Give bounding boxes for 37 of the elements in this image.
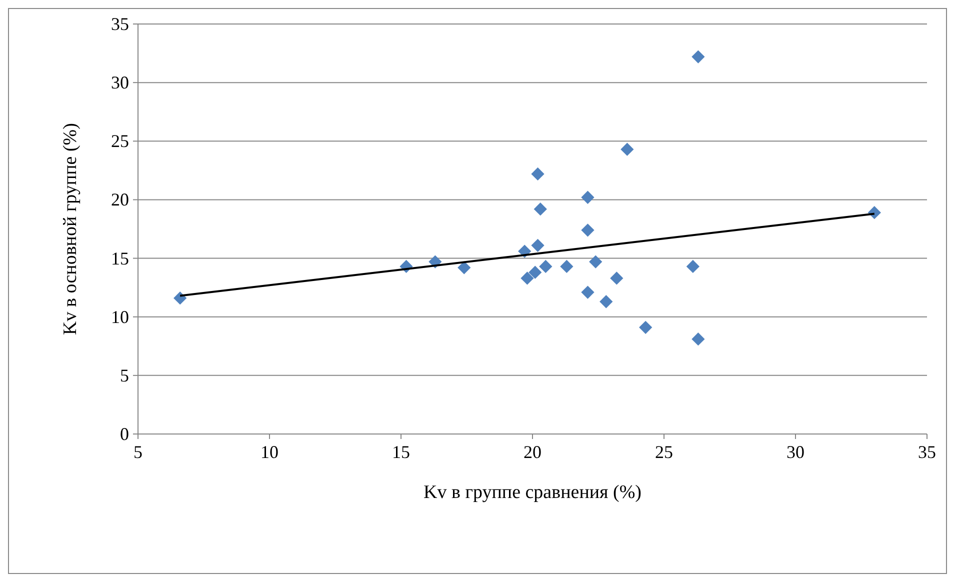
point (531, 167, 544, 181)
y-axis-title: Kv в основной группе (%) (60, 123, 81, 335)
point (520, 272, 534, 285)
y-tick-label: 5 (120, 365, 129, 386)
point (581, 190, 594, 204)
x-axis-title: Kv в группе сравнения (%) (424, 482, 642, 503)
point (458, 261, 471, 274)
point (692, 50, 705, 64)
x-tick-label: 25 (655, 442, 673, 462)
point (581, 286, 594, 299)
point (639, 320, 652, 334)
point (560, 260, 574, 274)
y-tick-label: 15 (111, 248, 129, 268)
point (589, 255, 602, 268)
y-tick-label: 0 (120, 424, 129, 444)
point (692, 332, 705, 346)
point (581, 224, 594, 237)
point (534, 202, 547, 216)
x-tick-label: 15 (392, 442, 410, 462)
point (528, 266, 542, 279)
x-tick-label: 10 (260, 442, 278, 462)
point (531, 238, 544, 252)
y-tick-label: 20 (111, 190, 129, 210)
y-tick-label: 30 (111, 72, 129, 93)
point (174, 292, 187, 305)
point (610, 272, 624, 285)
y-tick-label: 25 (111, 131, 129, 152)
x-tick-label: 35 (918, 442, 936, 462)
y-tick-label: 10 (111, 306, 129, 327)
point (600, 295, 613, 308)
point (686, 260, 700, 274)
x-tick-label: 5 (134, 442, 142, 462)
point (539, 260, 552, 274)
x-tick-label: 30 (786, 442, 804, 462)
y-tick-label: 35 (111, 14, 129, 34)
point (620, 142, 634, 156)
x-tick-label: 20 (524, 442, 542, 462)
